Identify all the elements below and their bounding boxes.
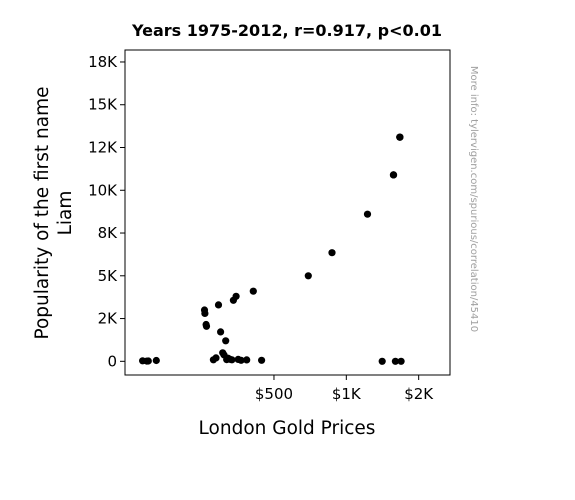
y-axis-title-line-2: Liam — [55, 191, 76, 236]
data-point — [391, 357, 399, 365]
data-point — [152, 356, 160, 365]
data-point — [217, 328, 225, 336]
x-tick-label: $500 — [255, 385, 293, 403]
data-point — [212, 354, 220, 362]
data-point — [232, 292, 240, 300]
y-axis: 0 2K 5K 8K 10K 12K 15K 18K — [88, 53, 125, 370]
data-point — [390, 171, 398, 179]
data-point — [304, 272, 312, 280]
data-point — [258, 356, 266, 364]
data-point — [243, 356, 251, 364]
data-point — [222, 337, 230, 345]
data-point — [237, 356, 245, 364]
data-point — [201, 309, 209, 317]
data-point — [144, 357, 152, 365]
x-axis-title: London Gold Prices — [199, 418, 376, 439]
data-point — [202, 322, 211, 330]
y-axis-title-line-1: Popularity of the first name — [32, 86, 53, 339]
y-tick-label: 0 — [107, 352, 117, 370]
y-tick-label: 15K — [88, 96, 118, 114]
y-tick-label: 18K — [88, 53, 118, 71]
data-point — [397, 357, 405, 365]
x-tick-label: $1K — [332, 385, 362, 403]
data-point — [214, 301, 223, 309]
data-point — [363, 210, 372, 218]
x-tick-label: $2K — [404, 385, 434, 403]
chart-title: Years 1975-2012, r=0.917, p<0.01 — [131, 21, 442, 40]
data-point — [228, 356, 236, 364]
data-point — [328, 249, 336, 257]
data-point — [396, 133, 404, 141]
x-axis: $500 $1K $2K — [255, 375, 434, 403]
y-tick-label: 8K — [98, 224, 119, 242]
data-point — [378, 357, 386, 365]
y-tick-label: 10K — [88, 181, 118, 199]
watermark-text: More info: tylervigen.com/spurious/corre… — [468, 66, 479, 332]
y-tick-label: 12K — [88, 139, 118, 157]
plot-area — [124, 49, 451, 376]
plot-frame — [124, 49, 451, 376]
data-point — [249, 287, 257, 295]
y-tick-label: 2K — [98, 310, 119, 328]
y-tick-label: 5K — [98, 267, 119, 285]
